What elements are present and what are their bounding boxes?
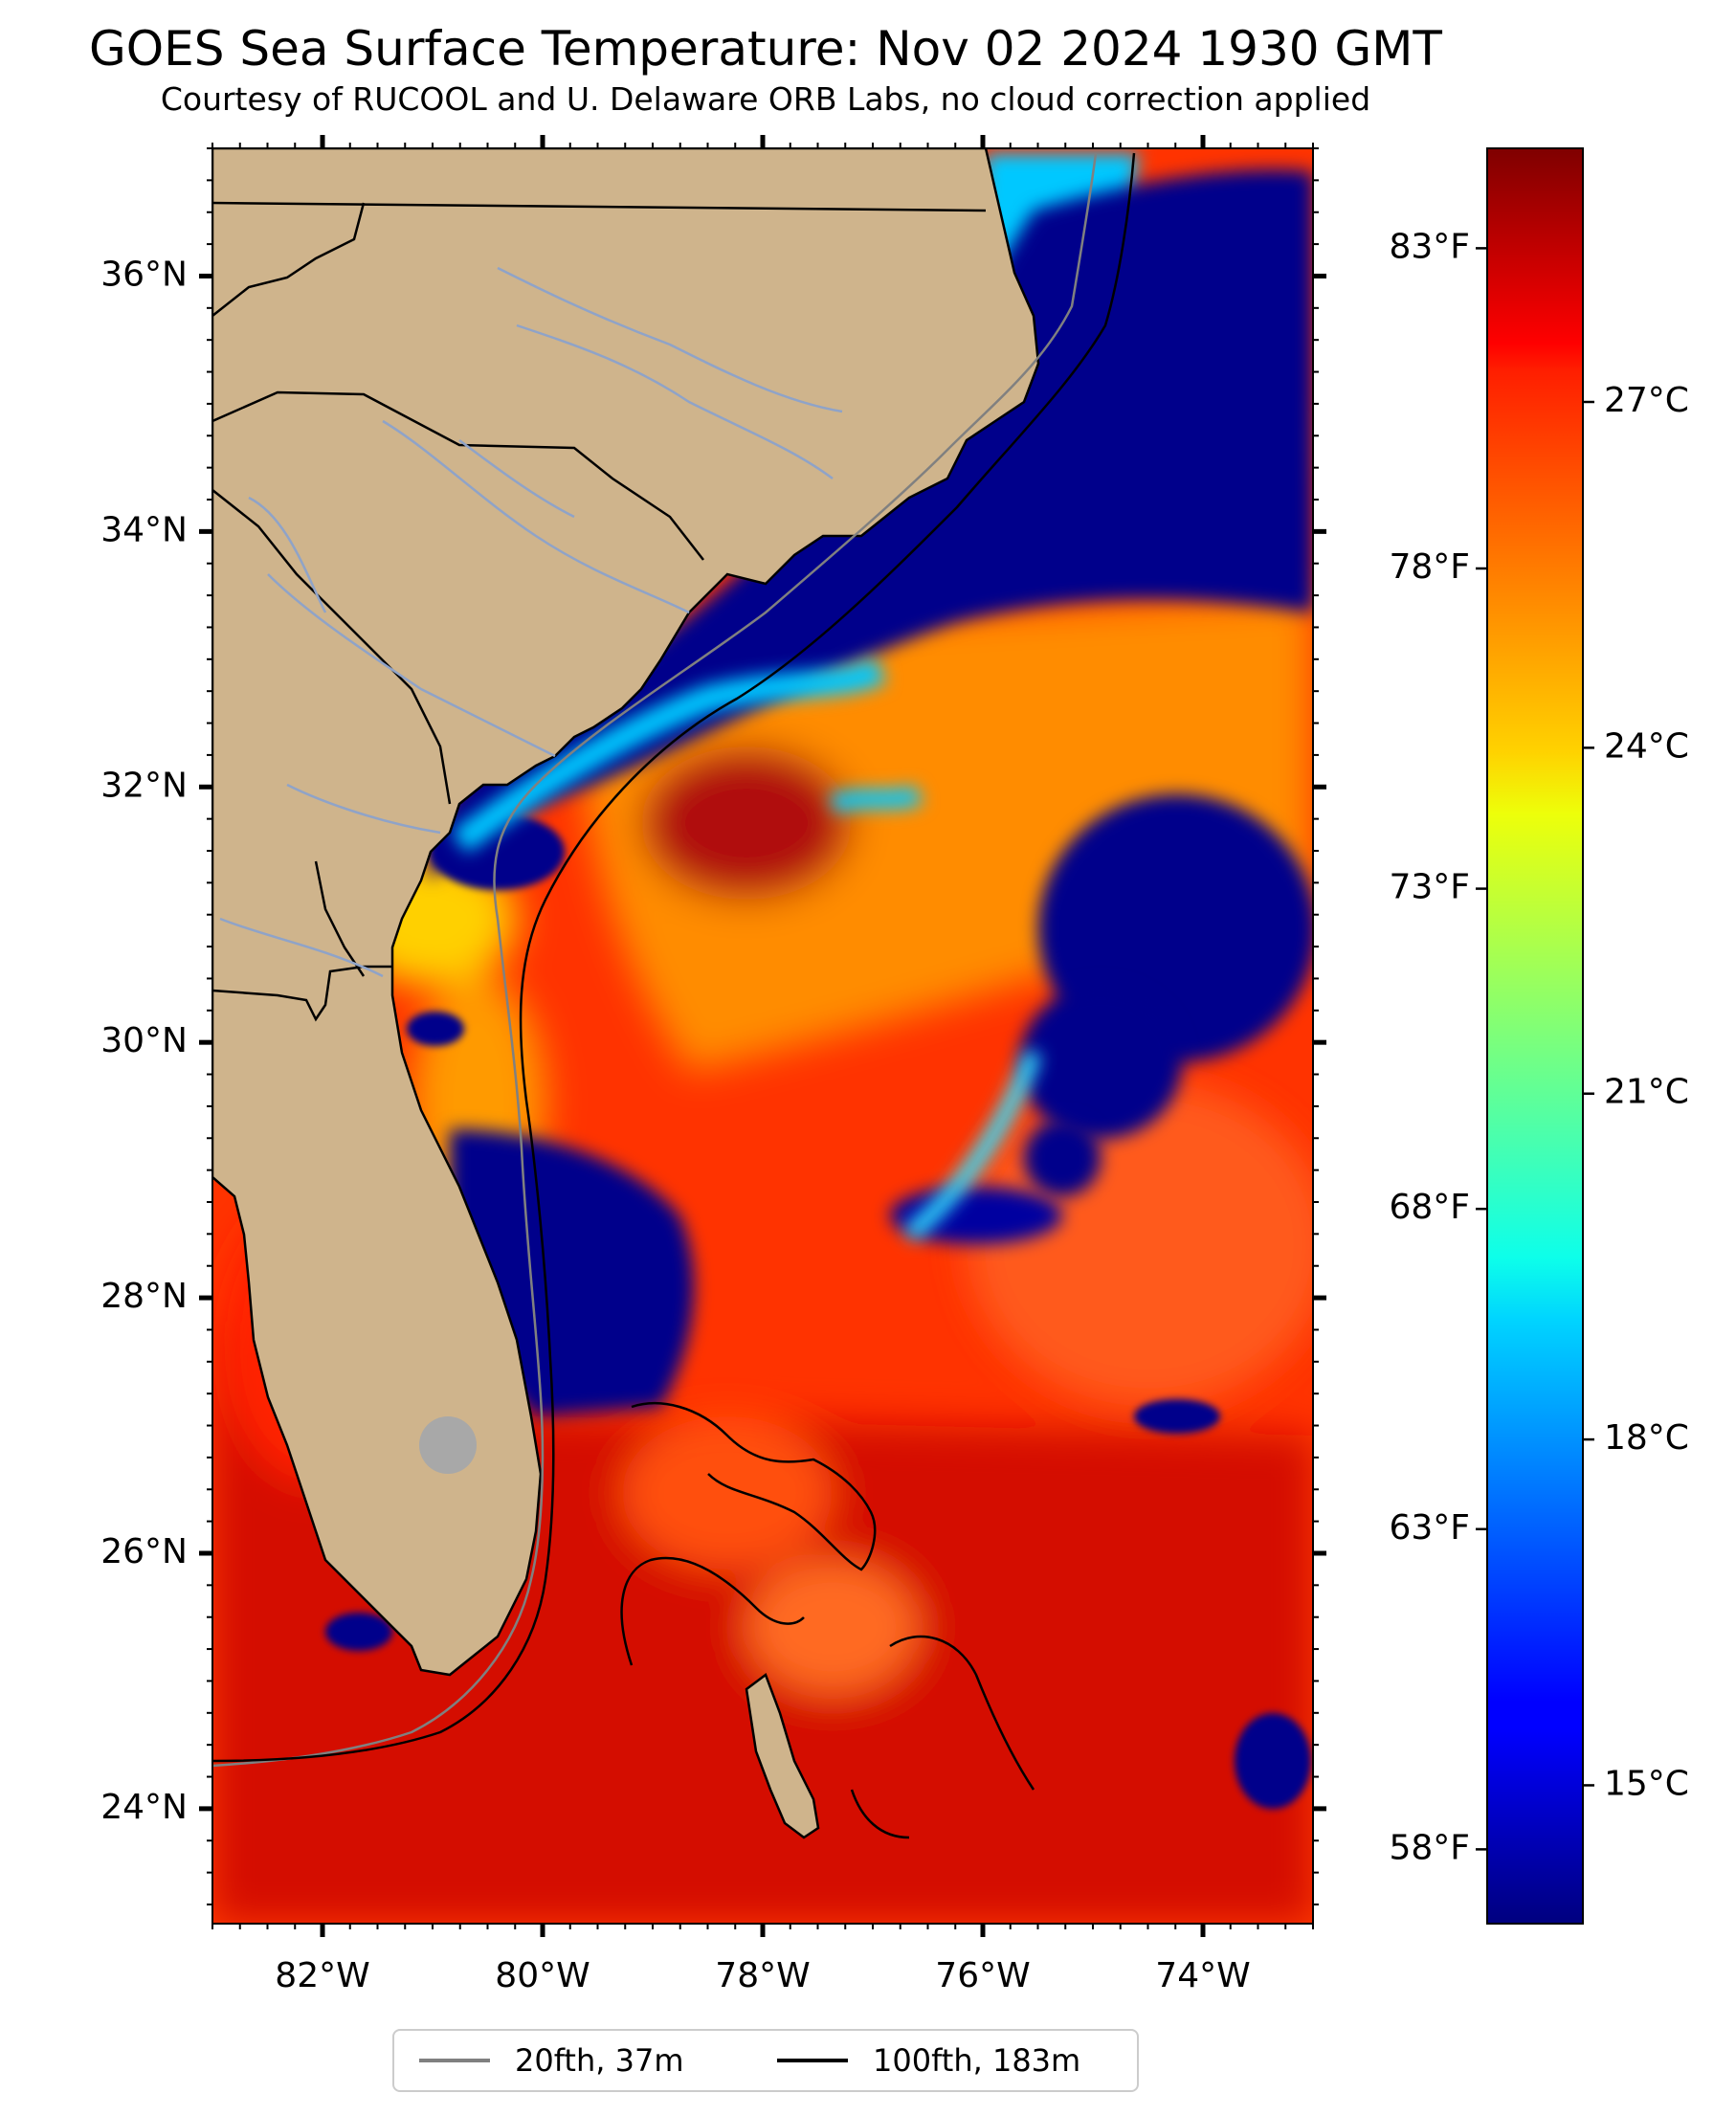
isobath-100fth-bahamas: [620, 1556, 910, 1839]
rivers: [219, 266, 843, 978]
colorbar-celsius-label: 18°C: [1604, 1418, 1689, 1458]
map-subtitle: Courtesy of RUCOOL and U. Delaware ORB L…: [160, 80, 1371, 118]
colorbar-fahrenheit-label: 83°F: [1389, 227, 1470, 266]
lat-tick-label: 28°N: [100, 1277, 188, 1316]
colorbar-fahrenheit-label: 63°F: [1389, 1508, 1470, 1548]
colorbar-celsius-label: 24°C: [1604, 726, 1689, 766]
lon-tick-label: 78°W: [715, 1956, 810, 1995]
map-axis-labels: 82°W 80°W 78°W 76°W 74°W 36°N 34°N 32°N 30°N 28°N…: [100, 255, 1250, 1995]
colorbar-fahrenheit-label: 73°F: [1389, 868, 1470, 907]
legend-label-100fth: 100fth, 183m: [873, 2042, 1081, 2079]
lat-tick-label: 32°N: [100, 766, 188, 805]
grand-bahama-outline: [631, 1402, 877, 1571]
us-landmass: [212, 148, 1040, 1677]
lon-tick-label: 76°W: [935, 1956, 1030, 1995]
bahamas-outline-1: [889, 1635, 1035, 1791]
state-borders: [212, 201, 987, 1022]
lat-tick-label: 30°N: [100, 1021, 188, 1060]
colorbar-celsius-label: 15°C: [1604, 1764, 1689, 1803]
lon-tick-label: 80°W: [495, 1956, 590, 1995]
legend-item-100fth: 100fth, 183m: [777, 2042, 1080, 2079]
colorbar-fahrenheit-label: 68°F: [1389, 1188, 1470, 1227]
isobath-100fth: [212, 152, 1136, 1763]
colorbar-celsius-label: 21°C: [1604, 1073, 1689, 1112]
colorbar: [1486, 147, 1584, 1925]
map-title: GOES Sea Surface Temperature: Nov 02 202…: [89, 21, 1442, 77]
isobath-legend: 20fth, 37m 100fth, 183m: [392, 2029, 1139, 2092]
colorbar-fahrenheit-label: 58°F: [1389, 1828, 1470, 1867]
legend-label-20fth: 20fth, 37m: [515, 2042, 684, 2079]
colorbar-celsius-label: 27°C: [1604, 381, 1689, 420]
lat-tick-label: 36°N: [100, 255, 188, 294]
lat-tick-label: 26°N: [100, 1532, 188, 1571]
legend-swatch-20fth: [419, 2059, 490, 2062]
colorbar-ticks: 15°C 18°C 21°C 24°C 27°C 58°F 63°F 68°F 73°F 78°F…: [1389, 227, 1688, 1867]
colorbar-fahrenheit-label: 78°F: [1389, 547, 1470, 587]
map-axis-ticks: [199, 135, 1326, 1937]
lon-tick-label: 74°W: [1155, 1956, 1250, 1995]
andros-island: [745, 1672, 820, 1839]
lat-tick-label: 34°N: [100, 510, 188, 549]
legend-swatch-100fth: [777, 2059, 848, 2062]
isobath-20fth: [212, 152, 1098, 1768]
legend-item-20fth: 20fth, 37m: [419, 2042, 683, 2079]
lat-tick-label: 24°N: [100, 1788, 188, 1827]
lake-okeechobee: [419, 1416, 477, 1474]
lon-tick-label: 82°W: [275, 1956, 369, 1995]
map-area: [212, 148, 1313, 1924]
